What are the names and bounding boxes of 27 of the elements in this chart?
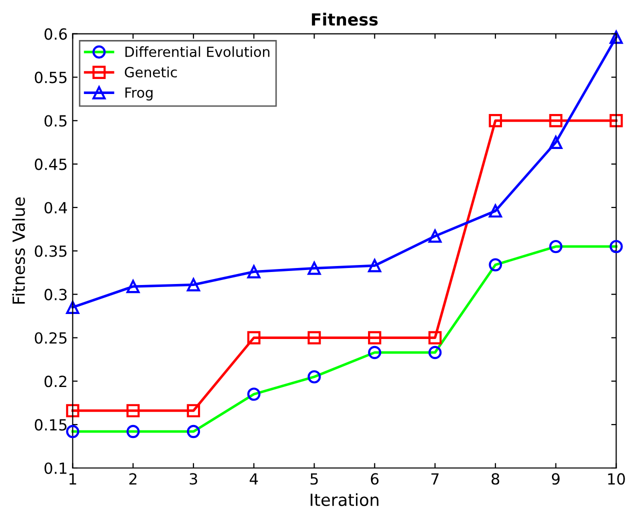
x-axis-title: Iteration [310, 493, 378, 506]
y-axis-title: Fitness Value [12, 197, 26, 304]
x-tick-label: 5 [310, 473, 318, 485]
x-tick-label: 10 [608, 473, 625, 485]
x-tick-label: 3 [190, 473, 198, 485]
y-tick-label: 0.35 [34, 245, 66, 257]
x-tick-label: 8 [492, 473, 500, 485]
x-tick-label: 2 [129, 473, 136, 484]
x-tick-label: 1 [70, 473, 76, 484]
y-tick-label: 0.55 [34, 72, 66, 84]
legend-label: Genetic [124, 66, 177, 78]
x-tick-label: 7 [431, 473, 439, 484]
x-tick-label: 6 [370, 473, 379, 485]
y-tick-label: 0.5 [44, 115, 66, 127]
y-tick-label: 0.4 [44, 202, 67, 214]
y-tick-label: 0.1 [44, 462, 66, 474]
y-tick-label: 0.15 [34, 419, 66, 431]
legend-label: Frog [125, 88, 152, 101]
legend-label: Differential Evolution [125, 46, 270, 58]
y-tick-label: 0.6 [44, 28, 67, 40]
y-tick-label: 0.25 [34, 332, 66, 344]
x-tick-label: 4 [250, 473, 258, 484]
y-tick-label: 0.45 [34, 158, 66, 170]
y-tick-label: 0.2 [44, 376, 66, 388]
y-tick-label: 0.3 [44, 288, 67, 300]
chart-title: Fitness [312, 12, 378, 26]
x-tick-label: 9 [552, 473, 560, 485]
